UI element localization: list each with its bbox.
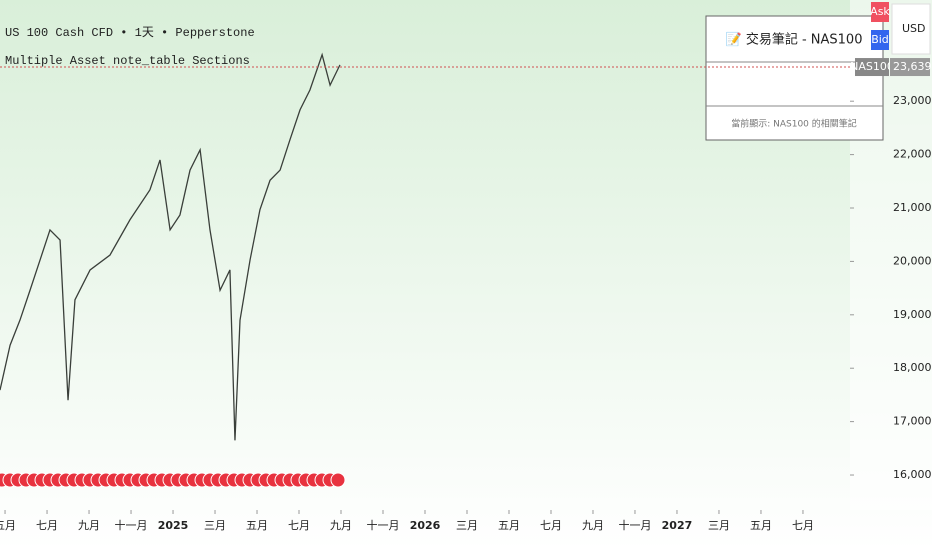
price-line xyxy=(0,52,341,441)
x-tick-label: 2027 xyxy=(662,519,693,532)
x-tick-label: 三月 xyxy=(456,519,478,532)
x-tick-label: 十一月 xyxy=(618,518,651,532)
x-tick-label: 三月 xyxy=(204,519,226,532)
price-label: 23,639.8 xyxy=(893,60,932,73)
table-footer: 當前顯示: NAS100 的相關筆記 xyxy=(731,118,857,130)
x-tick-label: 七月 xyxy=(540,519,562,532)
y-tick-label: 23,000.0 xyxy=(893,94,932,107)
x-tick-label: 2026 xyxy=(410,519,441,532)
x-tick-label: 七月 xyxy=(792,519,814,532)
x-tick-label: 十一月 xyxy=(367,518,400,532)
table-frame xyxy=(705,15,884,141)
x-tick-label: 九月 xyxy=(582,519,604,532)
event-marker xyxy=(330,472,346,488)
table-title: 📝 交易筆記 - NAS100 xyxy=(726,32,863,48)
bid-badge[interactable] xyxy=(871,30,889,50)
currency-label[interactable]: USD xyxy=(902,22,926,35)
currency-box[interactable] xyxy=(891,3,931,55)
y-tick-label: 20,000.0 xyxy=(893,254,932,267)
x-tick-label: 九月 xyxy=(330,519,352,532)
bid-label[interactable]: Bid xyxy=(871,33,889,46)
x-tick-label: 三月 xyxy=(708,519,730,532)
x-tick-label: 2025 xyxy=(158,519,189,532)
x-tick-label: 七月 xyxy=(288,519,310,532)
y-tick-label: 22,000.0 xyxy=(893,148,932,161)
y-tick-label: 17,000.0 xyxy=(893,415,932,428)
y-tick-label: 16,000.0 xyxy=(893,468,932,481)
y-tick-label: 19,000.0 xyxy=(893,308,932,321)
ask-label[interactable]: Ask xyxy=(870,5,890,18)
x-tick-label: 九月 xyxy=(78,519,100,532)
chart-title: US 100 Cash CFD • 1天 • Pepperstone xyxy=(5,26,255,40)
chart-subtitle: Multiple Asset note_table Sections xyxy=(5,54,250,68)
x-tick-label: 五月 xyxy=(750,519,772,532)
x-tick-label: 七月 xyxy=(36,519,58,532)
x-tick-label: 十一月 xyxy=(115,518,148,532)
note-table: 📝 交易筆記 - NAS100 當前顯示: NAS100 的相關筆記 xyxy=(705,15,884,141)
symbol-tag xyxy=(855,58,889,77)
y-tick-label: 21,000.0 xyxy=(893,201,932,214)
symbol-label: NAS100 xyxy=(850,60,894,73)
ask-badge[interactable] xyxy=(871,2,889,22)
x-tick-label: 五月 xyxy=(498,519,520,532)
x-tick-label: 五月 xyxy=(246,519,268,532)
price-tag xyxy=(890,58,930,77)
x-tick-label: 五月 xyxy=(0,519,16,532)
y-tick-label: 18,000.0 xyxy=(893,361,932,374)
